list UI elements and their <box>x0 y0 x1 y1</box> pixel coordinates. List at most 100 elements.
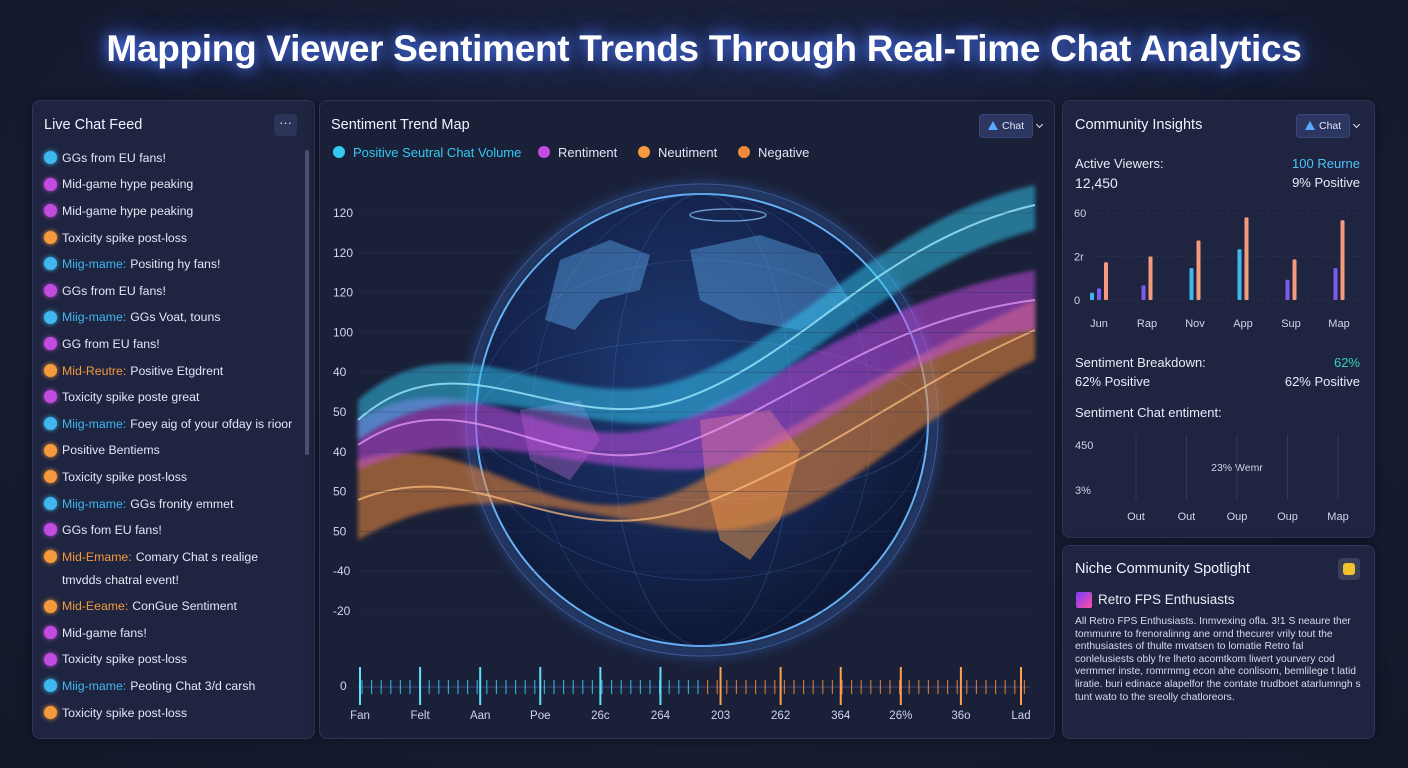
viewers-value: 12,450 <box>1075 175 1118 191</box>
chat-message: Mid-game hype peaking <box>44 172 299 199</box>
chat-text: GGs fom EU fans! <box>62 523 162 538</box>
page-title: Mapping Viewer Sentiment Trends Through … <box>106 28 1302 69</box>
chat-message: GGs fom EU fans! <box>44 517 299 544</box>
chat-message: Mid-Eeame: ConGue Sentiment <box>44 594 299 621</box>
chat-text: Comary Chat s realige tmvdds chatral eve… <box>62 549 259 587</box>
positive: 9% Positive <box>1292 175 1360 190</box>
sentiment-dot <box>44 230 57 244</box>
chat-text: Toxicity spike post-loss <box>62 469 188 484</box>
chat-message: Toxicity spike post-loss <box>44 464 299 491</box>
chat-user: Miig-mame: <box>62 257 127 272</box>
chat-user: Miig-mame: <box>62 679 127 694</box>
chat-message: Mid-Emame: Comary Chat s realige tmvdds c… <box>44 544 299 594</box>
breakdown-label: Sentiment Breakdown: <box>1075 355 1206 370</box>
sentiment-dot <box>44 599 57 613</box>
chat-message: Miig-mame: Foey aig of your ofday is rioo… <box>44 411 299 438</box>
chat-dropdown[interactable]: Chat <box>979 114 1034 138</box>
viewers-label: Active Viewers: <box>1075 156 1164 171</box>
insights-dropdown[interactable]: Chat <box>1296 114 1351 138</box>
reviews: 100 Reurne <box>1292 156 1360 171</box>
sentiment-dot <box>44 310 57 324</box>
spotlight-title: Niche Community Spotlight <box>1075 561 1250 577</box>
sentiment-dot <box>44 390 57 404</box>
sentiment-dot <box>44 363 57 377</box>
chat-text: GGs Voat, touns <box>130 310 221 325</box>
chat-user: Miig-mame: <box>62 496 127 511</box>
spotlight-panel <box>1062 545 1375 739</box>
chat-user: Mid-Eeame: <box>62 599 129 614</box>
chat-message: Toxicity spike post-loss <box>44 700 299 727</box>
chat-message: GG from EU fans! <box>44 331 299 358</box>
chat-message: Miig-mame: Positing hy fans! <box>44 251 299 278</box>
scrollbar[interactable] <box>305 150 309 455</box>
insights-title: Community Insights <box>1075 117 1203 133</box>
community-icon <box>1076 592 1092 608</box>
sentiment-dot <box>44 652 57 666</box>
sentiment-dot <box>44 283 57 297</box>
breakdown-right: 62% Positive <box>1284 374 1360 389</box>
chat-text: GGs from EU fans! <box>62 150 166 165</box>
menu-button[interactable]: ··· <box>274 114 297 136</box>
sentiment-dot <box>44 705 57 719</box>
insights-panel <box>1062 100 1375 538</box>
chat-message: Mid-Reutre: Positive Etgdrent <box>44 358 299 385</box>
chat-user: Miig-mame: <box>62 416 127 431</box>
chat-text: Toxicity spike post-loss <box>62 230 188 245</box>
sentiment-dot <box>44 496 57 510</box>
chat-message: GGs from EU fans! <box>44 278 299 305</box>
chat-text: Peoting Chat 3/d carsh <box>130 679 256 694</box>
sentiment-dot <box>44 337 57 351</box>
sentiment-dot <box>44 470 57 484</box>
sentiment-dot <box>44 549 57 563</box>
chat-text: GG from EU fans! <box>62 336 160 351</box>
icon-glyph <box>1343 563 1355 575</box>
sentiment-dot <box>44 679 57 693</box>
chat-message: Toxicity spike post-loss <box>44 225 299 252</box>
chat-message: Toxicity spike poste great <box>44 384 299 411</box>
chat-feed-panel <box>32 100 315 739</box>
chat-message: Positive Bentiems <box>44 438 299 465</box>
chat-message: GGs from EU fans! <box>44 145 299 172</box>
chat-text: Positive Etgdrent <box>130 363 224 378</box>
chat-message: Miig-mame: Peoting Chat 3/d carsh <box>44 673 299 700</box>
chat-message: Miig-mame: GGs Voat, touns <box>44 305 299 332</box>
trend-map-panel <box>319 100 1055 739</box>
sentiment-dot <box>44 177 57 191</box>
sentiment-dot <box>44 204 57 218</box>
sentiment-dot <box>44 151 57 164</box>
chat-message: Toxicity spike post-loss <box>44 647 299 674</box>
community-description: All Retro FPS Enthusiasts. Inmvexing ofl… <box>1075 616 1361 703</box>
chat-message: Mid-game hype peaking <box>44 198 299 225</box>
chat-text: Mid-game fans! <box>62 625 147 640</box>
chat-message: Miig-mame: GGs fronity emmet <box>44 491 299 518</box>
breakdown-left: 62% Positive <box>1075 374 1151 389</box>
spotlight-icon[interactable] <box>1338 558 1360 580</box>
chat-text: GGs fronity emmet <box>130 496 234 511</box>
chat-text: Toxicity spike post-loss <box>62 652 188 667</box>
breakdown-value: 62% <box>1333 355 1360 370</box>
sentiment-dot <box>44 626 57 640</box>
chat-text: Toxicity spike poste great <box>62 390 200 405</box>
chat-messages: GGs from EU fans! Mid-game hype peaking Mi… <box>44 145 299 726</box>
chat-text: ConGue Sentiment <box>132 599 237 614</box>
sentiment-dot <box>44 523 57 537</box>
chat-user: Miig-mame: <box>62 310 127 325</box>
line-title: Sentiment Chat entiment: <box>1075 405 1222 420</box>
sentiment-dot <box>44 416 57 430</box>
chat-text: Positive Bentiems <box>62 443 160 458</box>
community-name: Retro FPS Enthusiasts <box>1098 592 1235 607</box>
chat-text: Foey aig of your ofday is rioor <box>130 416 293 431</box>
chat-text: Toxicity spike post-loss <box>62 705 188 720</box>
chat-text: GGs from EU fans! <box>62 283 166 298</box>
sentiment-dot <box>44 443 57 457</box>
chat-message: Mid-game fans! <box>44 620 299 647</box>
sentiment-dot <box>44 257 57 271</box>
chat-user: Mid-Emame: <box>62 549 132 564</box>
chat-user: Mid-Reutre: <box>62 363 127 378</box>
chat-text: Mid-game hype peaking <box>62 203 194 218</box>
trend-map-title: Sentiment Trend Map <box>331 117 470 133</box>
chat-text: Positing hy fans! <box>130 257 221 272</box>
chat-text: Mid-game hype peaking <box>62 177 194 192</box>
chat-feed-title: Live Chat Feed <box>44 117 143 133</box>
